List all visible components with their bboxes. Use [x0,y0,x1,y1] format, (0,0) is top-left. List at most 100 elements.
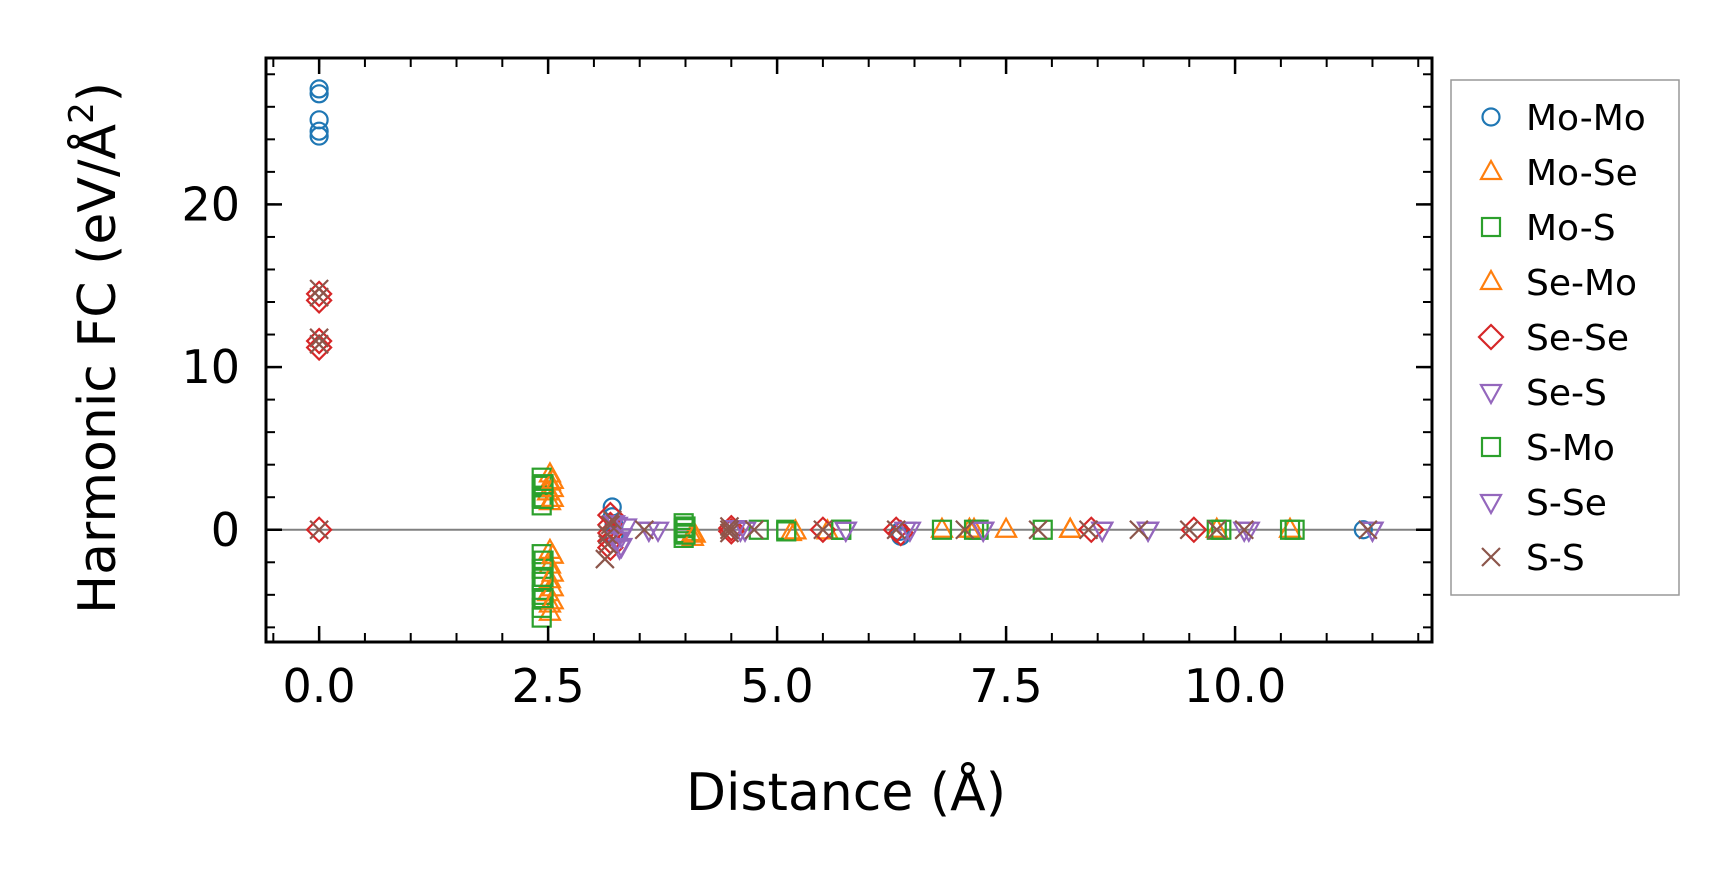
legend-marker [1481,107,1501,127]
data-point-se-se [305,516,333,544]
data-point-s-s [1358,519,1378,540]
data-point-s-s [719,516,740,537]
data-point-s-mo [831,519,852,540]
data-point-s-mo [776,521,797,542]
legend-marker [1479,158,1503,181]
data-point-s-mo [675,524,696,545]
data-point-se-se [305,327,333,355]
data-point-s-s [1129,519,1149,540]
data-point-s-se [636,521,661,544]
data-point-se-mo [540,588,565,610]
legend-label: S-Se [1526,483,1607,524]
x-tick-label: 0.0 [283,659,356,713]
data-point-s-s [309,519,329,540]
y-axis-label-superscript: 2 [62,102,102,124]
data-point-s-se [733,521,757,544]
legend-marker [1477,323,1505,351]
data-point-mo-mo [309,126,329,146]
data-point-s-s [719,523,740,543]
plot-frame [264,56,1434,644]
data-point-s-s [1078,519,1099,540]
series-s-s [309,279,1378,569]
data-point-se-mo [1058,516,1083,538]
data-point-s-se [1360,521,1385,544]
data-point-mo-s [748,519,769,540]
x-tick-label: 5.0 [741,659,814,713]
x-tick-label: 7.5 [970,659,1043,713]
y-tick-label: 0 [211,503,240,557]
data-point-s-mo [533,550,554,571]
data-point-s-s [600,515,621,535]
data-point-se-se [809,516,837,544]
legend-marker [1479,268,1503,291]
data-point-mo-s [531,475,552,496]
data-point-s-se [898,521,922,544]
data-point-s-mo [1284,519,1305,540]
data-point-se-mo [962,516,986,538]
data-point-mo-s [673,527,694,548]
x-tick-label: 2.5 [512,659,585,713]
data-point-se-se [887,519,915,547]
data-point-s-s [309,279,329,299]
data-point-s-mo [533,474,554,495]
data-point-s-se [1136,521,1160,544]
legend-label: S-S [1526,538,1585,579]
data-point-s-s [813,519,833,540]
x-axis-label: Distance (Å) [686,761,1006,823]
data-point-s-s [1179,519,1200,540]
legend-label: Se-Se [1526,318,1629,359]
legend-marker [1479,383,1503,406]
data-point-mo-mo [309,84,329,104]
data-point-s-s [309,328,329,348]
data-point-s-s [744,519,764,540]
data-markers [305,79,1385,628]
data-point-s-mo [1206,519,1227,540]
x-tick-label: 10.0 [1184,659,1286,713]
data-point-mo-mo [1353,520,1373,540]
legend: Mo-Mo Mo-Se Mo-S Se-Mo Se-Se Se-S S-Mo S-Se S-S [1450,79,1680,596]
legend-label: S-Mo [1526,428,1615,469]
legend-label: Mo-Mo [1526,98,1646,139]
data-point-se-se [305,334,333,362]
y-tick-label: 10 [181,340,240,394]
data-point-mo-mo [309,121,329,141]
data-point-s-se [971,521,996,544]
data-point-s-se [833,521,858,544]
y-axis-label: Harmonic FC (eV/Å2) [62,82,128,614]
legend-marker [1480,216,1502,238]
data-point-s-s [309,334,329,355]
plot-area [264,56,1434,644]
y-tick-label: 20 [181,177,240,231]
data-point-se-se [305,280,333,308]
data-point-s-s [955,519,975,540]
series-mo-mo [309,79,1373,546]
data-point-mo-se [1058,516,1083,538]
data-point-s-s [634,519,655,540]
axis-ticks: 0.0 2.5 5.0 7.5 10.0 0 10 20 [181,58,1432,713]
legend-label: Mo-S [1526,208,1616,249]
legend-marker [1480,436,1502,458]
legend-marker [1479,493,1503,516]
data-point-s-s [719,519,740,540]
data-point-mo-se [994,516,1018,538]
series-mo-s [531,467,1301,628]
data-point-mo-mo [309,79,329,99]
legend-label: Se-Mo [1526,263,1637,304]
data-point-s-mo [533,566,554,588]
data-point-s-mo [533,587,554,609]
series-mo-se [536,461,1302,621]
data-point-s-s [309,287,329,307]
series-se-se [305,280,1208,562]
data-point-s-s [597,534,618,555]
data-point-s-s [602,510,623,530]
data-point-mo-se [930,516,954,538]
data-point-s-se [609,537,634,560]
legend-label: Se-S [1526,373,1607,414]
data-point-se-se [305,286,333,314]
data-point-s-s [1206,519,1227,540]
data-point-s-s [1028,519,1048,540]
data-point-mo-s [1032,519,1053,540]
data-point-s-mo [533,488,554,509]
data-point-mo-s [931,519,953,540]
